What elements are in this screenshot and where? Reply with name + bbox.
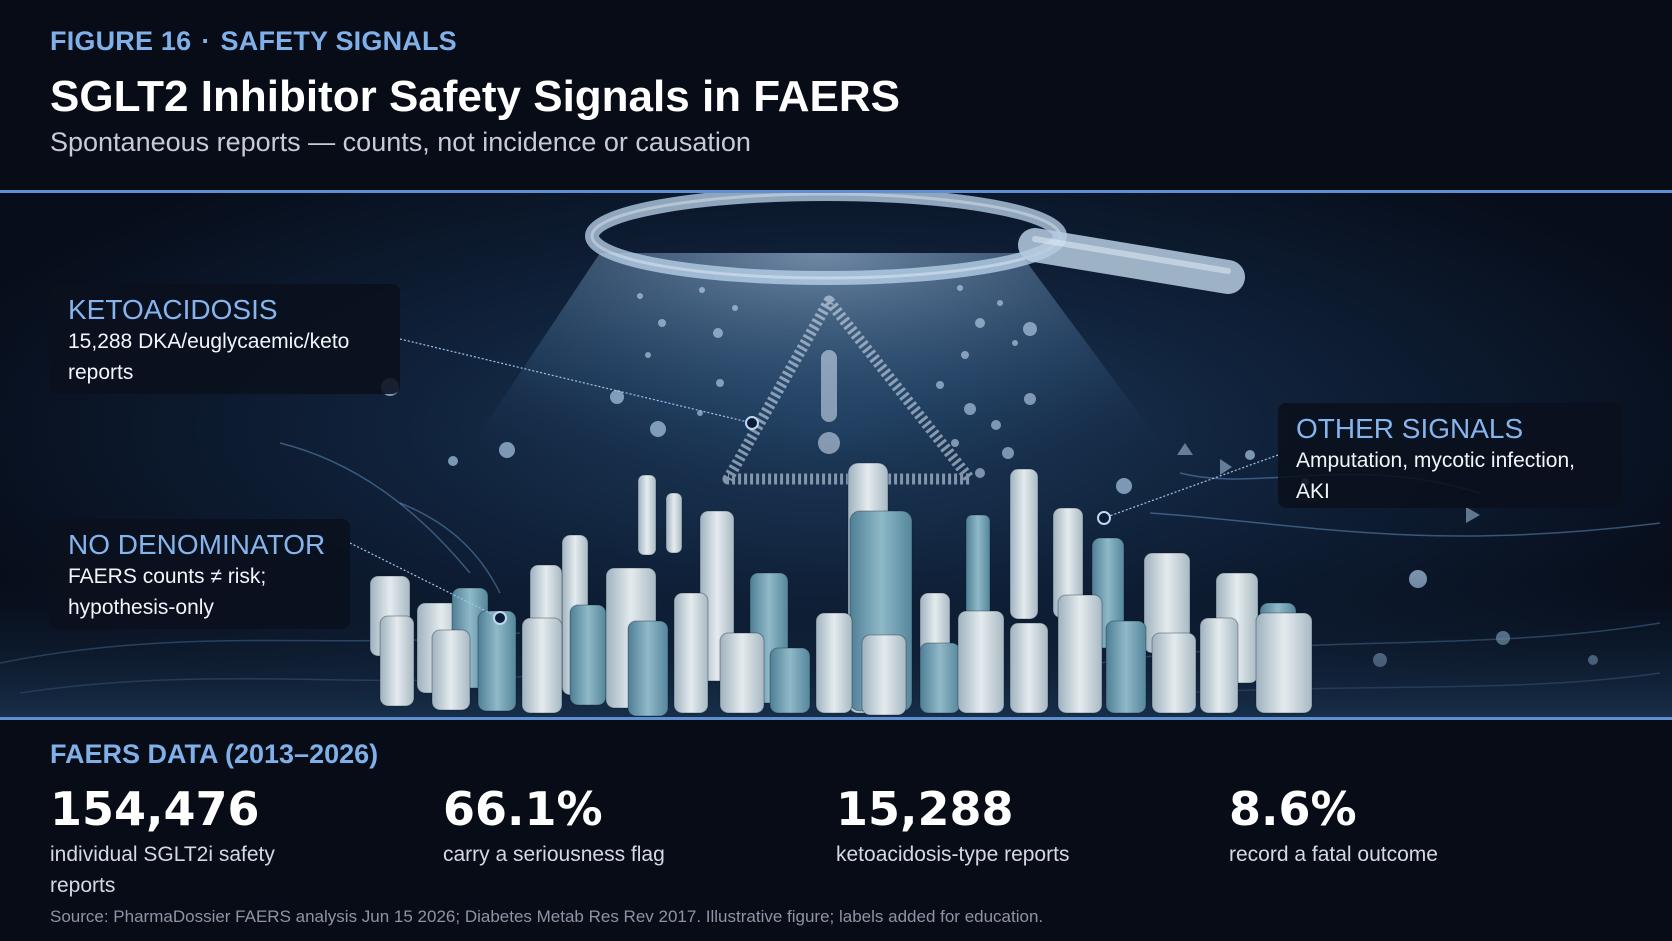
callout-other-signals: OTHER SIGNALS Amputation, mycotic infect… — [1278, 403, 1622, 508]
stat-label: ketoacidosis-type reports — [836, 843, 1070, 866]
callout-no-denominator: NO DENOMINATOR FAERS counts ≠ risk; hypo… — [50, 519, 350, 629]
stat-value: 66.1% — [443, 782, 603, 836]
callout-body: 15,288 DKA/euglycaemic/keto reports — [68, 330, 350, 384]
network-arrows — [1177, 443, 1480, 523]
stat-ketoacidosis: 15,288 ketoacidosis-type reports — [836, 781, 1136, 870]
figure-label: FIGURE 16 — [50, 26, 192, 56]
header: FIGURE 16 · SAFETY SIGNALS SGLT2 Inhibitor… — [0, 0, 1672, 192]
stat-label: carry a seriousness flag — [443, 843, 665, 866]
hero-illustration — [0, 193, 1672, 717]
section-label: SAFETY SIGNALS — [220, 26, 457, 56]
bottom-divider — [0, 717, 1672, 720]
stat-value: 8.6% — [1229, 782, 1357, 836]
beam-bubbles — [637, 285, 1037, 478]
separator: · — [201, 26, 211, 56]
callout-title: KETOACIDOSIS — [68, 294, 278, 325]
page-title: SGLT2 Inhibitor Safety Signals in FAERS — [50, 72, 900, 121]
page-subtitle: Spontaneous reports — counts, not incide… — [50, 127, 751, 157]
magnifying-glass-icon — [585, 193, 1245, 294]
pill-tablets-icon — [369, 462, 1313, 717]
figure-kicker: FIGURE 16 · SAFETY SIGNALS — [50, 26, 457, 57]
stat-value: 15,288 — [836, 782, 1014, 836]
callout-anchors — [493, 416, 1111, 625]
illustration-svg — [0, 193, 1672, 717]
stat-value: 154,476 — [50, 782, 260, 836]
stat-serious: 66.1% carry a seriousness flag — [443, 781, 743, 870]
stats-section-label: FAERS DATA (2013–2026) — [50, 739, 379, 769]
callout-ketoacidosis: KETOACIDOSIS 15,288 DKA/euglycaemic/keto… — [50, 284, 400, 394]
top-divider — [0, 190, 1672, 193]
stat-label: record a fatal outcome — [1229, 843, 1438, 866]
light-beam — [420, 253, 1220, 523]
callout-title: NO DENOMINATOR — [68, 529, 326, 560]
source-note: Source: PharmaDossier FAERS analysis Jun… — [50, 907, 1044, 926]
callout-body: FAERS counts ≠ risk; hypothesis-only — [68, 565, 267, 619]
callout-connectors — [349, 338, 1279, 619]
stat-label: individual SGLT2i safety reports — [50, 843, 275, 897]
callout-body: Amputation, mycotic infection, AKI — [1296, 449, 1575, 503]
callout-title: OTHER SIGNALS — [1296, 413, 1524, 444]
stat-total-reports: 154,476 individual SGLT2i safety reports — [50, 781, 320, 901]
stat-fatal: 8.6% record a fatal outcome — [1229, 781, 1529, 870]
